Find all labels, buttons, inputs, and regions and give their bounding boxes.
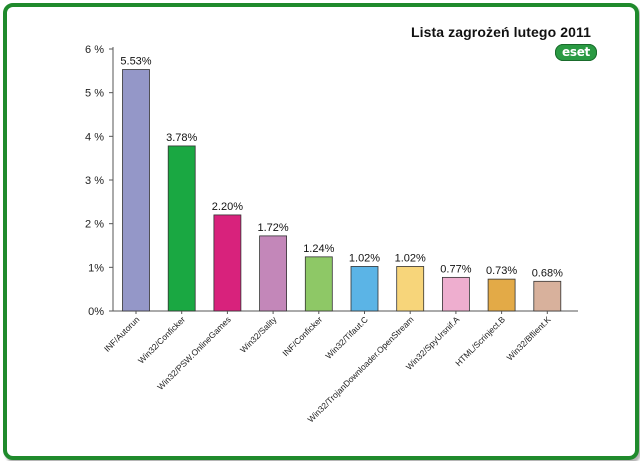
eset-logo-text: eset — [562, 45, 590, 59]
data-label: 0.68% — [532, 267, 563, 279]
data-label: 3.78% — [166, 132, 197, 144]
x-tick-label: Win32/TrojanDownloader.OpenStream — [306, 314, 416, 424]
bar-9 — [487, 278, 516, 312]
data-label: 1.02% — [349, 252, 380, 264]
y-tick-label: 2 % — [85, 219, 104, 231]
y-tick-label: 5 % — [85, 88, 104, 100]
bar-7 — [396, 266, 425, 312]
bar-4 — [259, 235, 288, 312]
y-tick-label: 0% — [88, 306, 104, 318]
data-label: 0.73% — [486, 265, 517, 277]
y-tick-label: 6 % — [85, 44, 104, 56]
bar-3 — [213, 214, 242, 312]
bar-10 — [533, 280, 562, 312]
bar-1 — [122, 69, 150, 312]
data-label: 1.24% — [303, 243, 334, 255]
data-label: 1.02% — [395, 252, 426, 264]
x-tick-label: INF/Autorun — [102, 314, 142, 354]
data-label: 1.72% — [257, 222, 288, 234]
chart-frame: Lista zagrożeń lutego 2011 eset — [3, 3, 639, 460]
x-tick-label: HTML/Scrinject.B — [453, 314, 507, 368]
x-tick-label: Win32/Tifaut.C — [323, 314, 370, 361]
y-tick-label: 4 % — [85, 131, 104, 143]
bar-6 — [350, 266, 379, 312]
x-tick-label: Win32/Bflient.K — [505, 314, 553, 362]
bar-8 — [441, 276, 470, 312]
chart-title: Lista zagrożeń lutego 2011 — [411, 24, 591, 40]
x-tick-label: Win32/Sality — [238, 314, 279, 355]
x-tick-label: Win32/Conficker — [136, 314, 187, 365]
eset-logo: eset — [555, 44, 597, 61]
bar-2 — [167, 145, 196, 312]
x-tick-label: Win32/PSW.OnlineGames — [155, 314, 233, 392]
bar-5 — [304, 256, 333, 312]
y-tick-label: 3 % — [85, 175, 104, 187]
x-tick-label: INF/Conficker — [280, 314, 324, 358]
data-label: 5.53% — [120, 56, 151, 68]
y-tick-label: 1% — [88, 262, 104, 274]
data-label: 0.77% — [440, 263, 471, 275]
data-label: 2.20% — [212, 201, 243, 213]
